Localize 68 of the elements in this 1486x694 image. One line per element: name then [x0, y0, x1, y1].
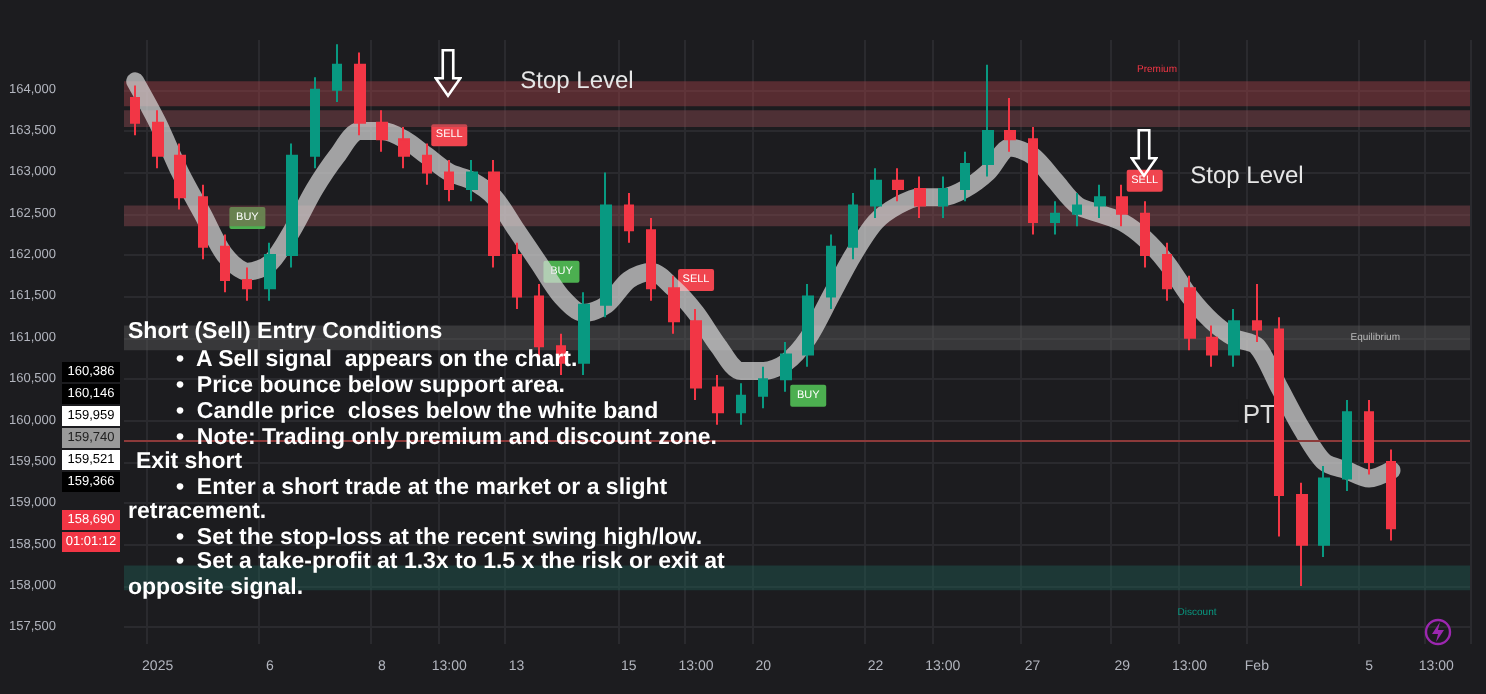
candlestick: [466, 158, 478, 203]
annotation: • Enter a short trade at the market or a slight: [176, 476, 668, 500]
candlestick: [578, 291, 590, 377]
candlestick: [646, 216, 656, 302]
candlestick: [826, 233, 836, 310]
candlestick: [1342, 398, 1352, 492]
band-label: Stop Level: [520, 66, 634, 95]
ref-line-label: PT: [1242, 399, 1277, 430]
annotation: • Note: Trading only premium and discount zone.: [176, 426, 717, 450]
candlestick: [712, 374, 724, 426]
candlestick: [310, 76, 320, 170]
candlestick: [152, 109, 164, 170]
candlestick: [802, 283, 814, 368]
candlestick: [982, 63, 994, 178]
candlestick: [758, 365, 768, 410]
candlestick: [914, 175, 926, 219]
candlestick: [960, 150, 970, 203]
candlestick: [354, 51, 366, 137]
candlestick: [376, 109, 388, 153]
candlestick: [488, 158, 500, 269]
candlestick: [1094, 183, 1106, 219]
annotation: retracement.: [128, 500, 267, 524]
band-label: Stop Level: [1190, 161, 1304, 190]
candlestick: [1318, 465, 1330, 559]
candlestick: [220, 233, 230, 294]
candlestick: [1004, 96, 1016, 153]
candlestick: [198, 183, 208, 261]
candlestick: [444, 158, 454, 203]
candlestick: [130, 84, 140, 137]
candlestick: [668, 274, 680, 335]
candlestick: [398, 125, 410, 170]
annotation: • Price bounce below support area.: [176, 374, 565, 398]
candlestick: [1072, 192, 1082, 228]
candlestick: [1274, 316, 1284, 538]
candlestick: [1140, 200, 1150, 269]
candlestick: [422, 142, 432, 186]
candlestick: [1364, 398, 1374, 476]
candlestick: [1184, 274, 1196, 352]
candlestick: [1386, 448, 1396, 542]
annotation: • Candle price closes below the white band: [176, 400, 659, 424]
candlestick: [690, 307, 702, 401]
candlestick: [892, 167, 904, 203]
candlestick: [1206, 324, 1218, 368]
candlestick: [938, 175, 948, 219]
candlestick: [174, 142, 186, 211]
candlestick: [1228, 307, 1240, 368]
annotation: Exit short: [136, 450, 243, 474]
candlestick: [848, 192, 858, 261]
candlestick: [264, 241, 276, 302]
annotation: Short (Sell) Entry Conditions: [128, 320, 443, 344]
candlestick: [736, 382, 746, 426]
candlestick: [870, 167, 882, 219]
candlestick: [242, 266, 252, 302]
candlestick: [780, 341, 792, 393]
candlestick: [512, 241, 522, 310]
candlestick: [1028, 125, 1038, 236]
candlestick: [332, 43, 342, 104]
candlestick: [1116, 183, 1128, 228]
candlestick: [624, 192, 634, 244]
candlestick: [1252, 283, 1262, 343]
candlestick: [1296, 481, 1308, 588]
annotation: • Set a take-profit at 1.3x to 1.5 x the risk or exit at: [176, 550, 726, 574]
annotation: • Set the stop-loss at the recent swing high/low.: [176, 526, 703, 550]
candlestick: [286, 142, 298, 269]
candlestick: [600, 171, 612, 319]
candlestick: [1162, 241, 1172, 302]
annotation: opposite signal.: [128, 576, 304, 600]
candlestick: [1050, 200, 1060, 236]
